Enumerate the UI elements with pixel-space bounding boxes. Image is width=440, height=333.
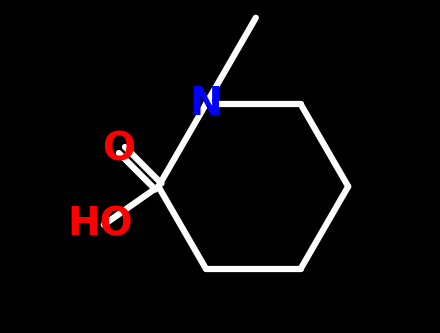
Text: HO: HO (68, 206, 133, 244)
Text: O: O (102, 131, 135, 169)
Text: N: N (190, 85, 222, 123)
